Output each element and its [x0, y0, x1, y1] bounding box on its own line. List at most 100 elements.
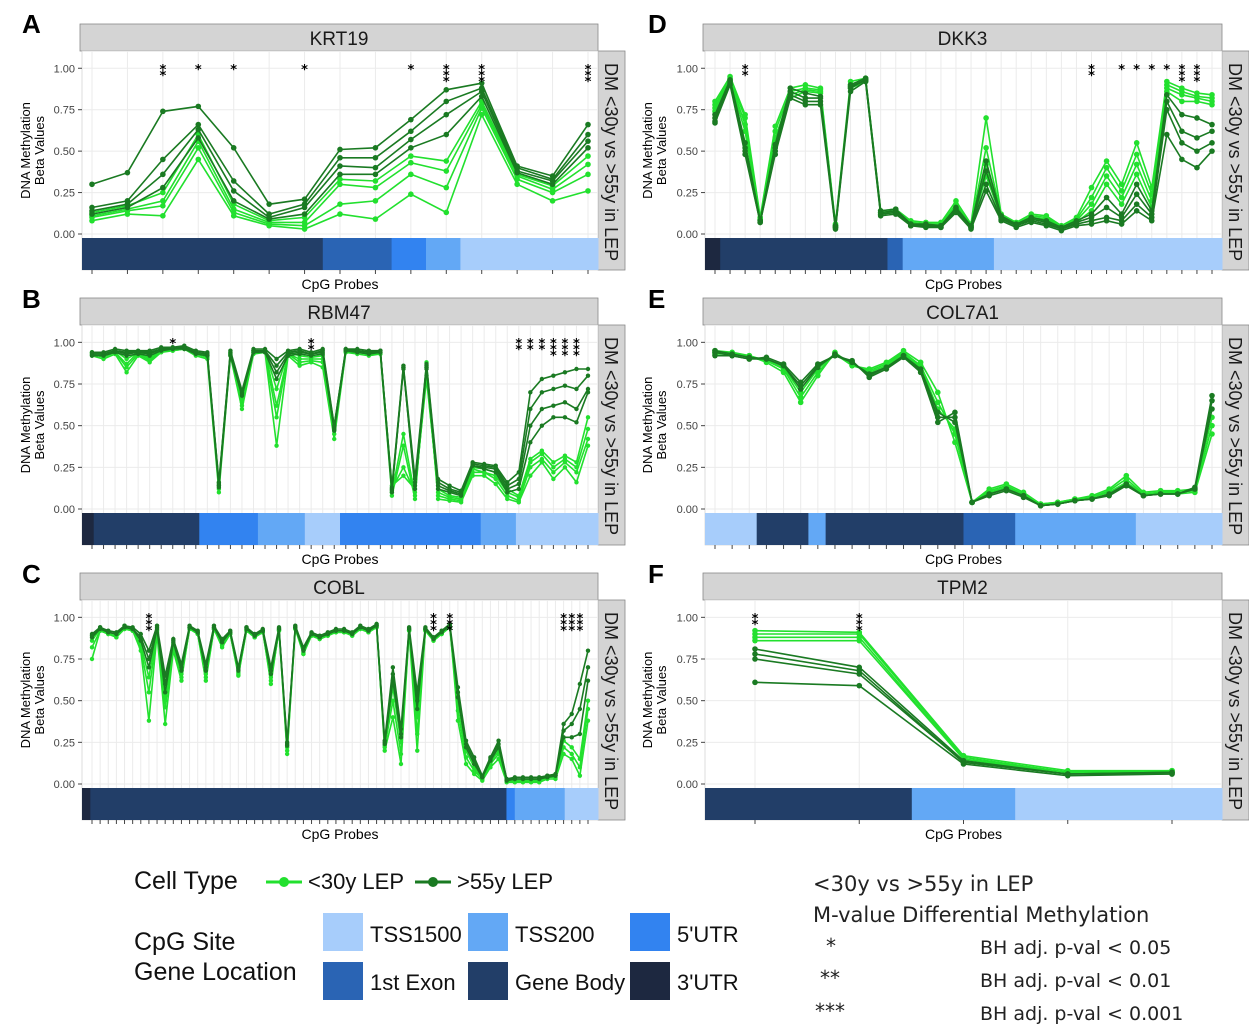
data-point — [337, 171, 343, 178]
data-point — [171, 636, 176, 642]
data-point — [443, 168, 450, 174]
data-point — [337, 176, 343, 183]
gene-title: RBM47 — [307, 303, 370, 324]
data-point — [849, 357, 855, 364]
data-point — [239, 400, 245, 405]
data-point — [551, 465, 556, 470]
y-tick-label: 0.50 — [677, 696, 698, 708]
data-point — [488, 755, 493, 760]
data-point — [398, 726, 404, 732]
data-point — [160, 184, 166, 191]
data-point — [230, 188, 237, 194]
data-point — [179, 675, 184, 680]
significance-star: * — [585, 69, 592, 84]
data-point — [320, 346, 325, 352]
data-point — [179, 665, 184, 670]
data-point — [938, 224, 944, 231]
region-3-utr — [705, 238, 721, 270]
data-point — [549, 198, 556, 204]
data-point — [866, 374, 873, 381]
data-point — [900, 354, 907, 361]
data-point — [89, 181, 95, 188]
data-point — [585, 153, 591, 159]
data-point — [528, 473, 533, 478]
data-point — [423, 625, 428, 630]
significance-star: * — [430, 612, 437, 627]
data-point — [1194, 164, 1200, 171]
region-tss1500 — [993, 238, 1223, 270]
x-axis-label: CpG Probes — [301, 826, 378, 842]
data-point — [443, 131, 450, 138]
data-point — [787, 95, 794, 101]
significance-star: * — [446, 618, 453, 633]
x-axis: CpG Probes — [91, 270, 589, 292]
significance-star: * — [478, 75, 485, 90]
data-point — [372, 145, 379, 151]
data-point — [471, 755, 477, 760]
data-point — [1164, 98, 1170, 105]
data-point — [1123, 482, 1130, 489]
region-tss1500 — [1015, 788, 1223, 820]
data-point — [124, 169, 131, 176]
series-group — [712, 347, 1215, 509]
significance-star: * — [576, 624, 583, 639]
significance-star: * — [1194, 63, 1201, 78]
data-point — [577, 765, 583, 770]
data-point — [545, 773, 550, 778]
data-point — [447, 621, 452, 627]
data-point — [585, 415, 591, 420]
data-point — [983, 158, 989, 164]
data-point — [401, 465, 406, 470]
data-point — [337, 146, 343, 153]
panel-krt19: A KRT19 DM <30y vs >55y in LEP 0.00 0.25 0.50… — [18, 9, 626, 292]
y-tick-label: 1.00 — [54, 63, 75, 75]
data-point — [412, 496, 418, 502]
significance-star: * — [856, 624, 863, 639]
data-point — [569, 751, 574, 757]
data-point — [528, 423, 533, 428]
data-point — [952, 409, 958, 416]
y-tick-label: 0.25 — [54, 737, 75, 749]
data-point — [230, 178, 237, 184]
data-point — [516, 476, 521, 482]
data-point — [398, 740, 404, 745]
data-point — [239, 403, 245, 408]
data-point — [478, 80, 485, 86]
region-tss1500 — [1135, 513, 1223, 545]
data-point — [574, 386, 579, 392]
data-point — [187, 623, 192, 628]
data-point — [577, 706, 583, 712]
region-gene-body — [90, 788, 507, 820]
data-point — [539, 376, 545, 382]
significance-star: * — [568, 618, 575, 633]
data-point — [274, 376, 279, 382]
data-point — [415, 690, 420, 695]
series-old — [89, 88, 591, 221]
data-point — [439, 628, 444, 633]
data-point — [516, 481, 521, 487]
data-point — [124, 370, 129, 375]
region-tss200 — [514, 788, 566, 820]
data-point — [562, 415, 568, 420]
data-point — [1103, 194, 1110, 201]
significance-star: * — [538, 343, 545, 358]
data-point — [268, 665, 274, 670]
data-point — [285, 348, 291, 353]
data-point — [179, 671, 184, 677]
data-point — [892, 211, 899, 217]
region-3-utr — [82, 513, 95, 545]
data-point — [1179, 128, 1185, 135]
side-strip — [1221, 50, 1249, 271]
side-strip-label: DM <30y vs >55y in LEP — [601, 612, 621, 810]
series-old — [89, 343, 591, 493]
data-point — [408, 128, 414, 135]
significance-legend-title-line2: M-value Differential Methylation — [813, 903, 1150, 927]
significance-star: * — [407, 63, 414, 78]
data-point — [203, 661, 209, 667]
data-point — [337, 211, 343, 217]
data-point — [389, 485, 395, 490]
data-point — [239, 406, 245, 412]
significance-star: * — [573, 343, 580, 358]
gene-title: COBL — [313, 578, 365, 599]
significance-star: * — [1163, 63, 1170, 78]
